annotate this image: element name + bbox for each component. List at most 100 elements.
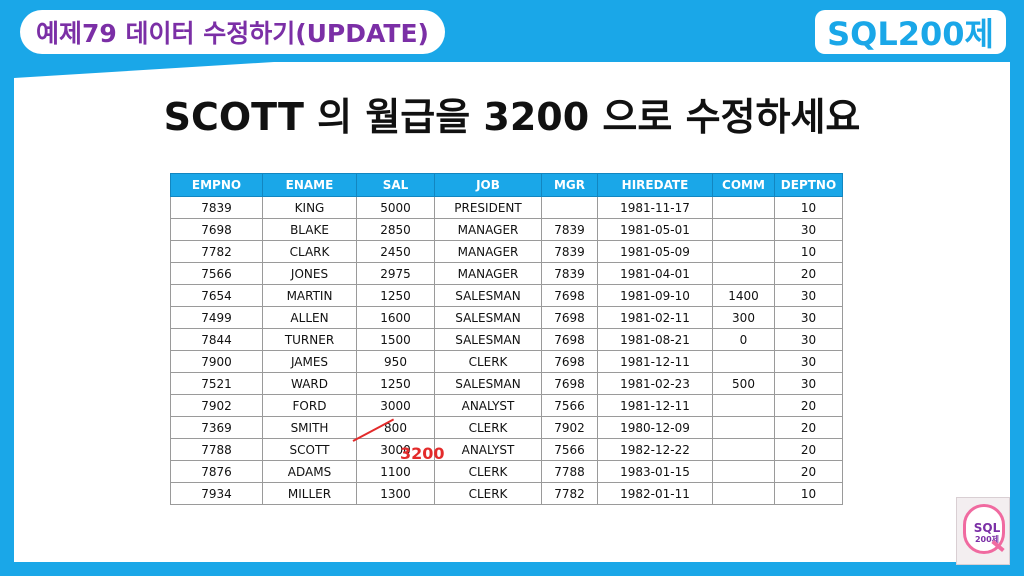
- cell-ename: MILLER: [262, 482, 357, 505]
- cell-sal: 1300: [356, 482, 435, 505]
- cell-comm: [712, 196, 775, 219]
- cell-comm: [712, 262, 775, 285]
- cell-job: ANALYST: [434, 394, 542, 417]
- cell-hiredate: 1981-09-10: [597, 284, 713, 307]
- cell-hiredate: 1981-05-01: [597, 218, 713, 241]
- cell-mgr: 7839: [541, 262, 598, 285]
- cell-sal: 1600: [356, 306, 435, 329]
- cell-deptno: 10: [774, 196, 843, 219]
- cell-ename: ALLEN: [262, 306, 357, 329]
- cell-mgr: 7698: [541, 306, 598, 329]
- book-cover-subtitle: 200제: [974, 535, 1000, 544]
- cell-comm: [712, 482, 775, 505]
- table-row: 7521 WARD 1250 SALESMAN 7698 1981-02-23 500 30: [170, 372, 843, 395]
- cell-job: CLERK: [434, 460, 542, 483]
- cell-sal: 3000: [356, 394, 435, 417]
- cell-sal: 800: [356, 416, 435, 439]
- cell-mgr: 7698: [541, 328, 598, 351]
- table-row: 7902 FORD 3000 ANALYST 7566 1981-12-11 20: [170, 394, 843, 417]
- book-cover-title: SQL: [973, 521, 1001, 535]
- column-header-hiredate: HIREDATE: [597, 173, 713, 197]
- table-row: 7782 CLARK 2450 MANAGER 7839 1981-05-09 10: [170, 240, 843, 263]
- cell-job: PRESIDENT: [434, 196, 542, 219]
- cell-deptno: 30: [774, 218, 843, 241]
- cell-comm: 500: [712, 372, 775, 395]
- cell-hiredate: 1981-02-23: [597, 372, 713, 395]
- cell-empno: 7839: [170, 196, 263, 219]
- table-row: 7876 ADAMS 1100 CLERK 7788 1983-01-15 20: [170, 460, 843, 483]
- cell-mgr: 7698: [541, 350, 598, 373]
- cell-empno: 7499: [170, 306, 263, 329]
- cell-deptno: 30: [774, 328, 843, 351]
- cell-hiredate: 1980-12-09: [597, 416, 713, 439]
- cell-ename: MARTIN: [262, 284, 357, 307]
- cell-hiredate: 1983-01-15: [597, 460, 713, 483]
- cell-hiredate: 1982-01-11: [597, 482, 713, 505]
- cell-job: MANAGER: [434, 240, 542, 263]
- cell-job: MANAGER: [434, 218, 542, 241]
- table-row: 7566 JONES 2975 MANAGER 7839 1981-04-01 20: [170, 262, 843, 285]
- cell-empno: 7654: [170, 284, 263, 307]
- cell-comm: [712, 394, 775, 417]
- cell-comm: [712, 350, 775, 373]
- cell-deptno: 20: [774, 394, 843, 417]
- book-cover-thumbnail: SQL 200제: [956, 497, 1010, 565]
- cell-ename: FORD: [262, 394, 357, 417]
- cell-ename: WARD: [262, 372, 357, 395]
- table-row: 7654 MARTIN 1250 SALESMAN 7698 1981-09-10 1400…: [170, 284, 843, 307]
- cell-ename: KING: [262, 196, 357, 219]
- magnifier-icon: SQL 200제: [963, 504, 1005, 554]
- cell-empno: 7369: [170, 416, 263, 439]
- new-salary-annotation: 3200: [400, 444, 445, 463]
- cell-mgr: 7839: [541, 240, 598, 263]
- cell-mgr: [541, 196, 598, 219]
- cell-hiredate: 1981-04-01: [597, 262, 713, 285]
- cell-mgr: 7566: [541, 438, 598, 461]
- cell-empno: 7844: [170, 328, 263, 351]
- column-header-mgr: MGR: [541, 173, 598, 197]
- cell-sal: 1250: [356, 284, 435, 307]
- brand-logo: SQL200제: [815, 10, 1006, 54]
- cell-job: SALESMAN: [434, 328, 542, 351]
- cell-job: SALESMAN: [434, 306, 542, 329]
- cell-mgr: 7788: [541, 460, 598, 483]
- cell-mgr: 7839: [541, 218, 598, 241]
- cell-hiredate: 1981-05-09: [597, 240, 713, 263]
- table-header-row: EMPNO ENAME SAL JOB MGR HIREDATE COMM DE…: [170, 173, 843, 197]
- cell-deptno: 20: [774, 460, 843, 483]
- cell-hiredate: 1981-08-21: [597, 328, 713, 351]
- cell-ename: JONES: [262, 262, 357, 285]
- emp-table: EMPNO ENAME SAL JOB MGR HIREDATE COMM DE…: [170, 173, 843, 505]
- cell-job: SALESMAN: [434, 284, 542, 307]
- cell-empno: 7698: [170, 218, 263, 241]
- cell-ename: JAMES: [262, 350, 357, 373]
- cell-sal: 1500: [356, 328, 435, 351]
- cell-sal: 1100: [356, 460, 435, 483]
- cell-deptno: 20: [774, 438, 843, 461]
- cell-hiredate: 1981-12-11: [597, 394, 713, 417]
- table-row: 7788 SCOTT 3000 ANALYST 7566 1982-12-22 20: [170, 438, 843, 461]
- cell-job: CLERK: [434, 416, 542, 439]
- cell-comm: [712, 416, 775, 439]
- cell-deptno: 30: [774, 306, 843, 329]
- cell-mgr: 7782: [541, 482, 598, 505]
- cell-sal: 3000: [356, 438, 435, 461]
- cell-hiredate: 1982-12-22: [597, 438, 713, 461]
- cell-ename: BLAKE: [262, 218, 357, 241]
- cell-deptno: 30: [774, 284, 843, 307]
- table-row: 7698 BLAKE 2850 MANAGER 7839 1981-05-01 30: [170, 218, 843, 241]
- table-row: 7934 MILLER 1300 CLERK 7782 1982-01-11 10: [170, 482, 843, 505]
- cell-empno: 7521: [170, 372, 263, 395]
- cell-hiredate: 1981-02-11: [597, 306, 713, 329]
- cell-job: ANALYST: [434, 438, 542, 461]
- cell-ename: SCOTT: [262, 438, 357, 461]
- column-header-comm: COMM: [712, 173, 775, 197]
- cell-empno: 7876: [170, 460, 263, 483]
- cell-empno: 7782: [170, 240, 263, 263]
- cell-ename: CLARK: [262, 240, 357, 263]
- cell-job: SALESMAN: [434, 372, 542, 395]
- cell-sal: 2450: [356, 240, 435, 263]
- cell-deptno: 20: [774, 416, 843, 439]
- cell-sal: 1250: [356, 372, 435, 395]
